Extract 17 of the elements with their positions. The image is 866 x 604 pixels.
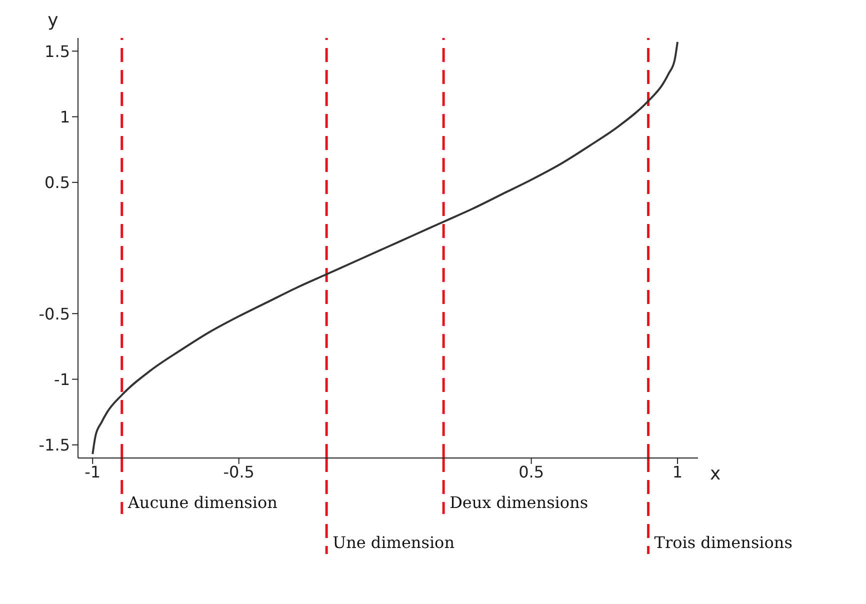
ref-line-label: Une dimension — [332, 533, 455, 552]
x-tick-label: 1 — [672, 462, 683, 482]
x-tick-label: -0.5 — [223, 462, 254, 482]
ref-line-label: Trois dimensions — [654, 533, 792, 552]
y-tick-label: -1 — [54, 370, 70, 389]
y-tick-label: 0.5 — [44, 173, 70, 192]
x-tick-label: 0.5 — [518, 462, 544, 482]
y-axis-title: y — [48, 10, 59, 31]
line-series — [92, 40, 679, 456]
ref-line-label: Aucune dimension — [126, 493, 278, 512]
y-tick-label: -0.5 — [38, 304, 70, 324]
x-tick-label: -1 — [84, 462, 101, 482]
x-axis-title: x — [710, 463, 721, 484]
y-tick-label: 1.5 — [44, 42, 70, 61]
y-tick-label: 1 — [60, 107, 70, 126]
y-tick-label: -1.5 — [38, 436, 70, 455]
ref-line-label: Deux dimensions — [450, 493, 588, 512]
